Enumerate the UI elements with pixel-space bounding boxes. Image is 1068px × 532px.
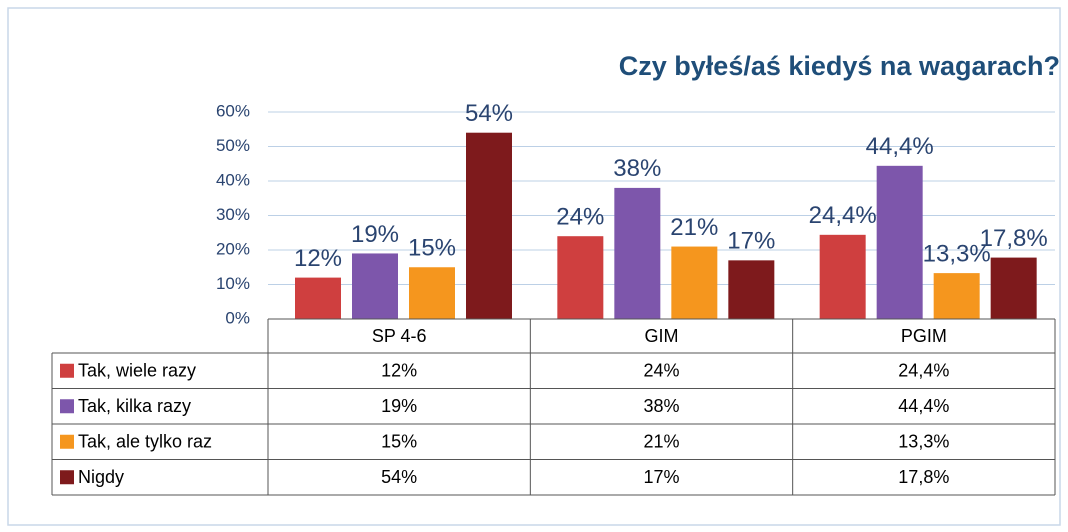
data-label: 17% — [727, 228, 775, 255]
table-cell: 17,8% — [898, 467, 949, 487]
table-cell: 21% — [643, 432, 679, 452]
bar — [466, 132, 512, 319]
bar — [352, 253, 398, 319]
bar — [876, 165, 923, 319]
legend-swatch — [60, 470, 74, 485]
x-tick-label: GIM — [645, 326, 679, 346]
bar — [728, 260, 775, 319]
data-label: 13,3% — [923, 240, 991, 267]
bar — [933, 273, 980, 319]
x-tick-label: SP 4-6 — [372, 326, 427, 346]
table-cell: 12% — [381, 361, 417, 381]
table-cell: 24% — [643, 361, 679, 381]
data-label: 21% — [670, 214, 718, 241]
data-label: 24,4% — [809, 202, 877, 229]
x-tick-label: PGIM — [901, 326, 947, 346]
data-label: 24% — [556, 204, 604, 231]
data-label: 38% — [613, 155, 661, 182]
data-label: 12% — [294, 245, 342, 272]
y-tick-label: 10% — [216, 274, 250, 293]
legend-swatch — [60, 363, 74, 378]
table-cell: 38% — [643, 396, 679, 416]
table-cell: 17% — [643, 467, 679, 487]
y-tick-label: 50% — [216, 136, 250, 155]
legend-label: Tak, ale tylko raz — [78, 432, 212, 452]
legend-label: Tak, kilka razy — [78, 396, 191, 416]
bar — [819, 234, 866, 319]
bar — [557, 236, 604, 319]
bar — [409, 267, 455, 319]
bar — [671, 246, 718, 319]
data-label: 17,8% — [980, 225, 1048, 252]
data-label: 19% — [351, 221, 399, 248]
data-label: 44,4% — [866, 133, 934, 160]
y-tick-label: 0% — [225, 308, 250, 327]
data-label: 54% — [465, 100, 513, 127]
table-cell: 44,4% — [898, 396, 949, 416]
y-tick-label: 30% — [216, 205, 250, 224]
table-cell: 19% — [381, 396, 417, 416]
y-tick-label: 40% — [216, 170, 250, 189]
data-label: 15% — [408, 235, 456, 262]
legend-label: Tak, wiele razy — [78, 361, 196, 381]
table-cell: 13,3% — [898, 432, 949, 452]
table-cell: 24,4% — [898, 361, 949, 381]
table-cell: 54% — [381, 467, 417, 487]
bar — [295, 277, 341, 319]
legend-swatch — [60, 399, 74, 414]
y-tick-label: 20% — [216, 239, 250, 258]
y-tick-label: 60% — [216, 101, 250, 120]
bar — [614, 187, 661, 319]
legend-label: Nigdy — [78, 467, 124, 487]
bar — [990, 257, 1037, 319]
chart-title: Czy byłeś/aś kiedyś na wagarach? — [619, 51, 1060, 81]
legend-swatch — [60, 434, 74, 449]
table-cell: 15% — [381, 432, 417, 452]
